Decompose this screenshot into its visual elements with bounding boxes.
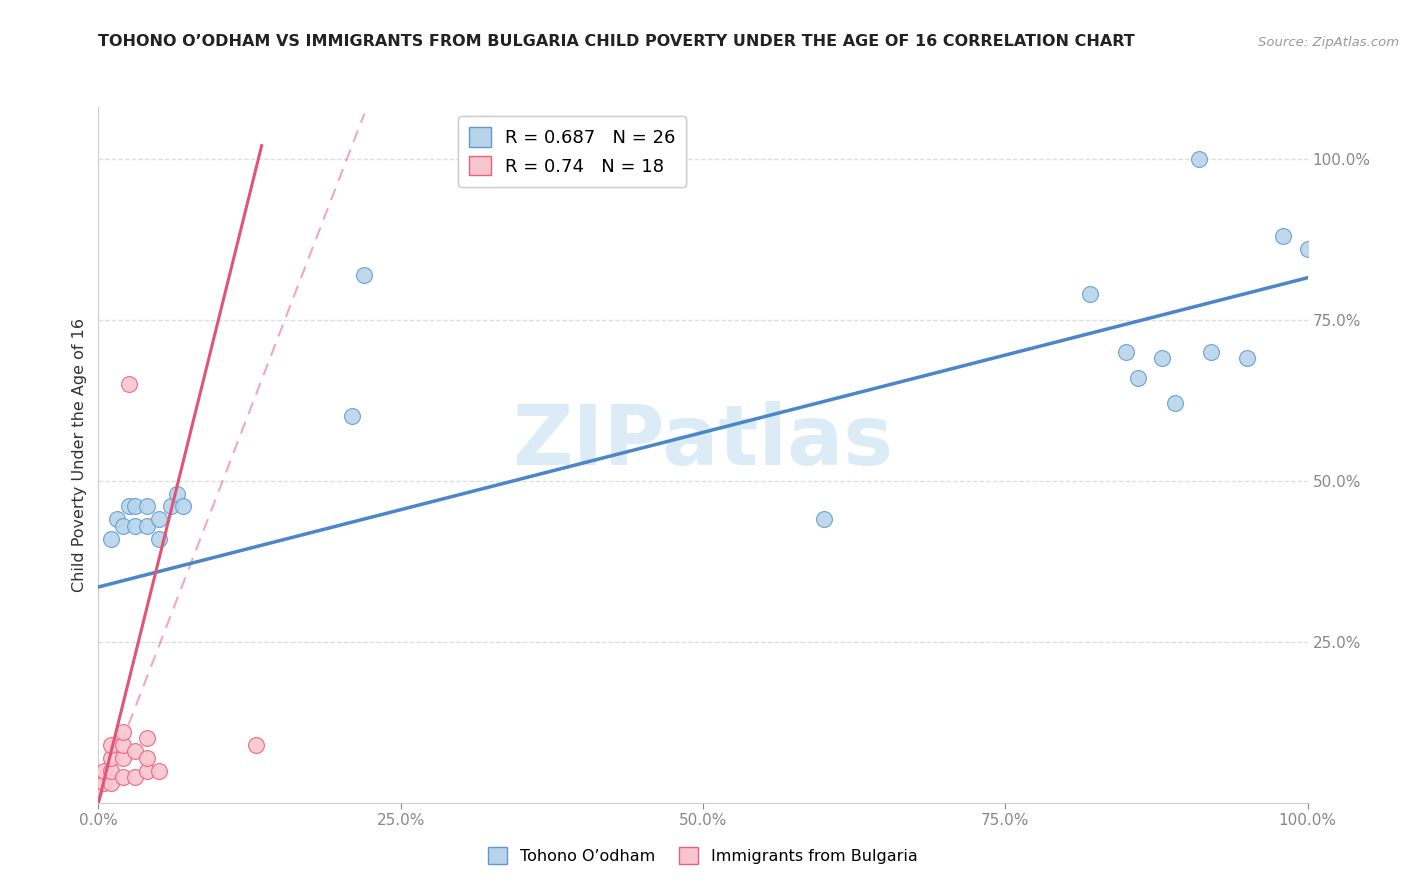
Point — [353, 268, 375, 282]
Point — [1199, 344, 1222, 359]
Point — [111, 770, 134, 784]
Point — [93, 764, 115, 778]
Point — [100, 776, 122, 790]
Point — [172, 500, 194, 514]
Point — [245, 738, 267, 752]
Point — [118, 500, 141, 514]
Legend: R = 0.687   N = 26, R = 0.74   N = 18: R = 0.687 N = 26, R = 0.74 N = 18 — [458, 116, 686, 186]
Point — [135, 764, 157, 778]
Point — [1152, 351, 1174, 366]
Text: ZIPatlas: ZIPatlas — [513, 401, 893, 482]
Point — [1188, 152, 1211, 166]
Point — [148, 764, 170, 778]
Point — [118, 377, 141, 392]
Point — [124, 744, 146, 758]
Point — [93, 776, 115, 790]
Point — [1272, 228, 1295, 243]
Point — [1078, 286, 1101, 301]
Point — [124, 770, 146, 784]
Point — [100, 764, 122, 778]
Point — [124, 500, 146, 514]
Point — [1128, 370, 1150, 384]
Point — [111, 738, 134, 752]
Point — [111, 518, 134, 533]
Point — [1296, 242, 1319, 256]
Point — [100, 750, 122, 764]
Point — [100, 532, 122, 546]
Point — [160, 500, 183, 514]
Point — [813, 512, 835, 526]
Legend: Tohono O’odham, Immigrants from Bulgaria: Tohono O’odham, Immigrants from Bulgaria — [482, 840, 924, 871]
Text: TOHONO O’ODHAM VS IMMIGRANTS FROM BULGARIA CHILD POVERTY UNDER THE AGE OF 16 COR: TOHONO O’ODHAM VS IMMIGRANTS FROM BULGAR… — [98, 34, 1135, 49]
Point — [135, 500, 157, 514]
Point — [1115, 344, 1137, 359]
Point — [1236, 351, 1258, 366]
Point — [148, 512, 170, 526]
Y-axis label: Child Poverty Under the Age of 16: Child Poverty Under the Age of 16 — [72, 318, 87, 592]
Point — [105, 512, 128, 526]
Text: Source: ZipAtlas.com: Source: ZipAtlas.com — [1258, 36, 1399, 49]
Point — [166, 486, 188, 500]
Point — [100, 738, 122, 752]
Point — [124, 518, 146, 533]
Point — [111, 750, 134, 764]
Point — [148, 532, 170, 546]
Point — [135, 750, 157, 764]
Point — [111, 725, 134, 739]
Point — [135, 731, 157, 746]
Point — [135, 518, 157, 533]
Point — [1163, 396, 1185, 410]
Point — [342, 409, 364, 424]
